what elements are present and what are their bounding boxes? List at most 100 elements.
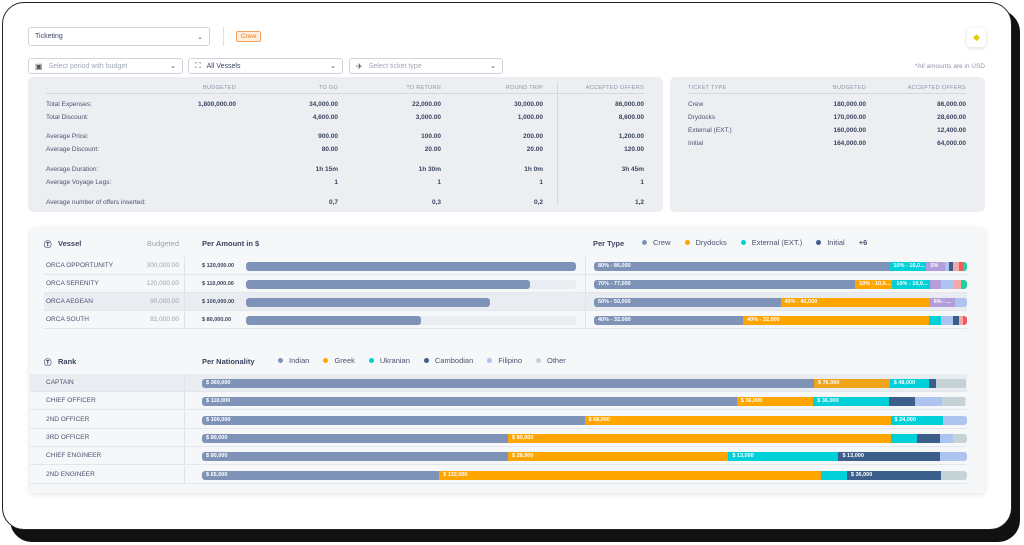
bar-segment[interactable] bbox=[941, 397, 966, 407]
bar-segment[interactable] bbox=[961, 280, 967, 289]
amount-bar[interactable] bbox=[246, 316, 576, 325]
rank-row[interactable] bbox=[30, 466, 967, 484]
bar-segment[interactable] bbox=[953, 280, 962, 289]
bar-segment[interactable] bbox=[820, 470, 847, 480]
bar-segment[interactable] bbox=[940, 433, 954, 443]
bar-segment[interactable] bbox=[953, 433, 967, 443]
bar-segment[interactable] bbox=[959, 316, 963, 325]
legend-item[interactable]: Greek bbox=[323, 356, 355, 365]
bar-segment[interactable] bbox=[959, 262, 964, 271]
bar-segment[interactable] bbox=[954, 298, 967, 307]
ticket-type-select[interactable]: ✈ Select ticket type ⌄ bbox=[349, 58, 503, 74]
vessel-header[interactable]: Vessel bbox=[58, 239, 82, 248]
legend-more[interactable]: +6 bbox=[858, 238, 868, 247]
amount-bar[interactable] bbox=[246, 298, 576, 307]
bar-segment[interactable] bbox=[914, 397, 942, 407]
rank-header[interactable]: Rank bbox=[58, 357, 77, 366]
bar-segment[interactable]: 10% - 10,0... bbox=[855, 280, 893, 289]
vessel-row[interactable] bbox=[44, 275, 967, 293]
bar-segment[interactable]: $ 36,000 bbox=[736, 397, 814, 407]
period-select[interactable]: ▣ Select period with budget ⌄ bbox=[28, 58, 183, 74]
bar-segment[interactable]: 70% - 77,000 bbox=[594, 280, 856, 289]
amount-bar[interactable] bbox=[246, 262, 576, 271]
legend-item[interactable]: Ukranian bbox=[368, 356, 410, 365]
bar-segment[interactable]: $ 13,000 bbox=[728, 452, 839, 462]
legend-item[interactable]: External (EXT.) bbox=[740, 238, 802, 247]
amount-bar[interactable] bbox=[246, 280, 576, 289]
rank-row[interactable] bbox=[30, 392, 967, 411]
nationality-bar[interactable]: $ 100,000 $ 68,000 $ 24,000 bbox=[202, 415, 967, 425]
legend-item[interactable]: Crew bbox=[642, 238, 671, 247]
crew-badge[interactable]: Crew bbox=[236, 31, 262, 42]
vessel-select[interactable]: ⛶ All Vessels ⌄ bbox=[188, 58, 343, 74]
bar-segment[interactable]: $ 76,000 bbox=[814, 379, 890, 388]
bar-segment[interactable]: $ 13,000 bbox=[838, 452, 941, 462]
nationality-bar[interactable]: $ 65,000 $ 132,000 $ 36,000 bbox=[202, 470, 967, 480]
nationality-bar[interactable]: $ 110,000 $ 36,000 $ 36,000 bbox=[202, 397, 967, 407]
bar-segment[interactable] bbox=[943, 415, 967, 425]
type-bar[interactable]: 50% - 50,000 40% - 40,000 6% - ... bbox=[594, 298, 967, 307]
bar-segment[interactable]: $ 132,000 bbox=[439, 470, 821, 480]
bar-segment[interactable]: $ 48,000 bbox=[889, 379, 929, 388]
nationality-bar[interactable]: $ 80,000 $ 80,000 bbox=[202, 433, 967, 443]
bar-segment[interactable]: 40% - 32,000 bbox=[594, 316, 743, 325]
bar-segment[interactable]: $ 110,000 bbox=[202, 397, 737, 407]
sort-icon[interactable]: Ⓣ bbox=[44, 240, 52, 249]
legend-item[interactable]: Drydocks bbox=[684, 238, 727, 247]
bar-segment[interactable] bbox=[888, 397, 915, 407]
bar-segment[interactable] bbox=[890, 433, 917, 443]
rank-row[interactable] bbox=[30, 411, 967, 429]
rank-row[interactable] bbox=[30, 447, 967, 466]
bar-segment[interactable] bbox=[953, 262, 960, 271]
rank-row[interactable] bbox=[30, 429, 967, 447]
type-bar[interactable]: 40% - 32,000 40% - 32,000 bbox=[594, 316, 967, 325]
bar-segment[interactable]: $ 65,000 bbox=[202, 470, 440, 480]
legend-item[interactable]: Indian bbox=[278, 356, 309, 365]
bar-segment[interactable]: 6% - ... bbox=[929, 298, 955, 307]
bar-segment[interactable] bbox=[949, 262, 954, 271]
bar-segment[interactable] bbox=[916, 433, 941, 443]
bar-segment[interactable]: $ 36,000 bbox=[846, 470, 941, 480]
type-bar[interactable]: 70% - 77,000 10% - 10,0... 10% - 10,0... bbox=[594, 280, 967, 289]
bar-segment[interactable]: $ 80,000 bbox=[202, 433, 508, 443]
bar-segment[interactable] bbox=[940, 452, 967, 462]
bar-segment[interactable] bbox=[953, 316, 959, 325]
vessel-row[interactable] bbox=[44, 257, 967, 275]
bar-segment[interactable] bbox=[928, 379, 937, 388]
legend-item[interactable]: Filipino bbox=[487, 356, 522, 365]
bar-segment[interactable]: $ 80,000 bbox=[508, 433, 891, 443]
bar-segment[interactable] bbox=[963, 316, 967, 325]
module-select[interactable]: Ticketing ⌄ bbox=[28, 27, 210, 46]
bar-segment[interactable]: $ 80,000 bbox=[202, 452, 508, 462]
bar-segment[interactable]: 80% - 86,000 bbox=[594, 262, 890, 271]
legend-item[interactable]: Other bbox=[536, 356, 566, 365]
nationality-bar[interactable]: $ 360,000 $ 76,000 $ 48,000 bbox=[202, 379, 967, 388]
bar-segment[interactable]: $ 100,000 bbox=[202, 415, 585, 425]
diamond-icon[interactable]: ◆ bbox=[967, 28, 986, 47]
bar-segment[interactable]: $ 68,000 bbox=[584, 415, 891, 425]
bar-segment[interactable] bbox=[940, 280, 954, 289]
sort-icon[interactable]: Ⓣ bbox=[44, 358, 52, 367]
bar-segment[interactable] bbox=[963, 262, 967, 271]
bar-segment[interactable] bbox=[940, 470, 967, 480]
bar-segment[interactable]: 10% - 10,0... bbox=[892, 280, 930, 289]
bar-segment[interactable]: 5% bbox=[926, 262, 945, 271]
legend-item[interactable]: Initial bbox=[816, 238, 845, 247]
bar-segment[interactable] bbox=[941, 316, 954, 325]
bar-segment[interactable]: 10% - 16,0... bbox=[889, 262, 927, 271]
vessel-row[interactable] bbox=[44, 311, 967, 329]
bar-segment[interactable]: $ 360,000 bbox=[202, 379, 814, 388]
type-bar[interactable]: 80% - 86,000 10% - 16,0... 5% bbox=[594, 262, 967, 271]
bar-segment[interactable]: $ 24,000 bbox=[890, 415, 944, 425]
bar-segment[interactable]: 40% - 32,000 bbox=[742, 316, 930, 325]
bar-segment[interactable] bbox=[944, 262, 950, 271]
bar-segment[interactable] bbox=[929, 280, 941, 289]
bar-segment[interactable]: 50% - 50,000 bbox=[594, 298, 781, 307]
bar-segment[interactable]: 40% - 40,000 bbox=[780, 298, 930, 307]
bar-segment[interactable]: $ 36,000 bbox=[813, 397, 889, 407]
nationality-bar[interactable]: $ 80,000 $ 28,000 $ 13,000 $ 13,000 bbox=[202, 452, 967, 462]
bar-segment[interactable] bbox=[936, 379, 967, 388]
bar-segment[interactable]: $ 28,000 bbox=[508, 452, 729, 462]
bar-segment[interactable] bbox=[929, 316, 942, 325]
legend-item[interactable]: Cambodian bbox=[423, 356, 473, 365]
